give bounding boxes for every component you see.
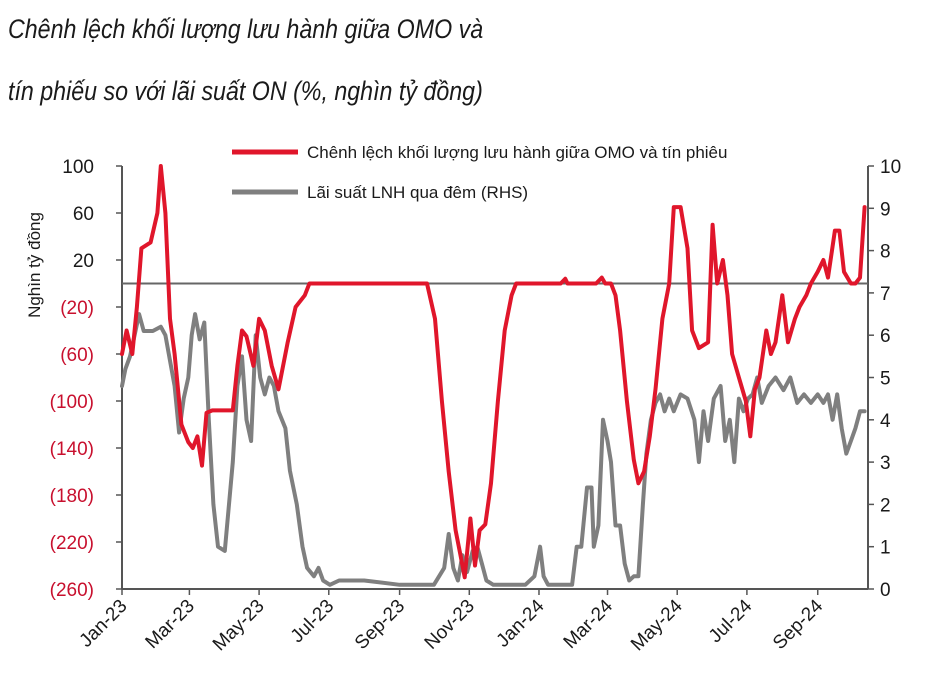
chart-legend: Chênh lệch khối lượng lưu hành giữa OMO … bbox=[232, 143, 727, 202]
legend-label-overnight-rate: Lãi suất LNH qua đêm (RHS) bbox=[307, 183, 528, 202]
x-tick-label: May-23 bbox=[209, 596, 269, 656]
legend-label-omo-spread: Chênh lệch khối lượng lưu hành giữa OMO … bbox=[307, 143, 727, 162]
x-tick-label: Jul-24 bbox=[705, 595, 757, 647]
x-tick-label: May-24 bbox=[627, 595, 687, 655]
chart-title-line-1: Chênh lệch khối lượng lưu hành giữa OMO … bbox=[8, 14, 484, 44]
x-tick-label: Jul-23 bbox=[287, 596, 338, 647]
right-tick-label: 4 bbox=[880, 411, 891, 432]
right-tick-label: 10 bbox=[880, 157, 901, 178]
chart-title-line-2: tín phiếu so với lãi suất ON (%, nghìn t… bbox=[8, 76, 483, 106]
left-tick-label: (260) bbox=[50, 580, 94, 601]
x-tick-label: Mar-23 bbox=[142, 596, 199, 653]
left-tick-label: (60) bbox=[60, 345, 94, 366]
right-tick-label: 3 bbox=[880, 453, 891, 474]
chart-axes: 1006020(20)(60)(100)(140)(180)(220)(260)… bbox=[25, 157, 901, 655]
right-tick-label: 1 bbox=[880, 538, 891, 559]
left-tick-label: (220) bbox=[50, 533, 94, 554]
x-tick-label: Jan-23 bbox=[76, 596, 132, 652]
left-tick-label: (180) bbox=[50, 486, 94, 507]
left-tick-label: (20) bbox=[60, 298, 94, 319]
left-tick-label: 100 bbox=[62, 157, 94, 178]
x-tick-label: Mar-24 bbox=[560, 595, 618, 653]
x-tick-label: Sep-23 bbox=[351, 596, 409, 654]
left-tick-label: 20 bbox=[73, 251, 94, 272]
right-tick-label: 6 bbox=[880, 326, 891, 347]
x-tick-label: Nov-23 bbox=[421, 596, 479, 654]
right-tick-label: 9 bbox=[880, 199, 891, 220]
chart-series bbox=[120, 164, 867, 587]
left-tick-label: (140) bbox=[50, 439, 94, 460]
right-tick-label: 7 bbox=[880, 284, 891, 305]
omo-spread-line bbox=[120, 164, 867, 580]
x-tick-label: Jan-24 bbox=[493, 595, 549, 651]
left-tick-label: (100) bbox=[50, 392, 94, 413]
x-tick-label: Sep-24 bbox=[769, 595, 827, 653]
overnight-rate-line bbox=[120, 312, 867, 587]
right-tick-label: 2 bbox=[880, 495, 891, 516]
right-tick-label: 5 bbox=[880, 369, 891, 390]
right-tick-label: 8 bbox=[880, 242, 891, 263]
left-tick-label: 60 bbox=[73, 204, 94, 225]
y-axis-title: Nghìn tỷ đồng bbox=[25, 212, 44, 318]
right-tick-label: 0 bbox=[880, 580, 891, 601]
